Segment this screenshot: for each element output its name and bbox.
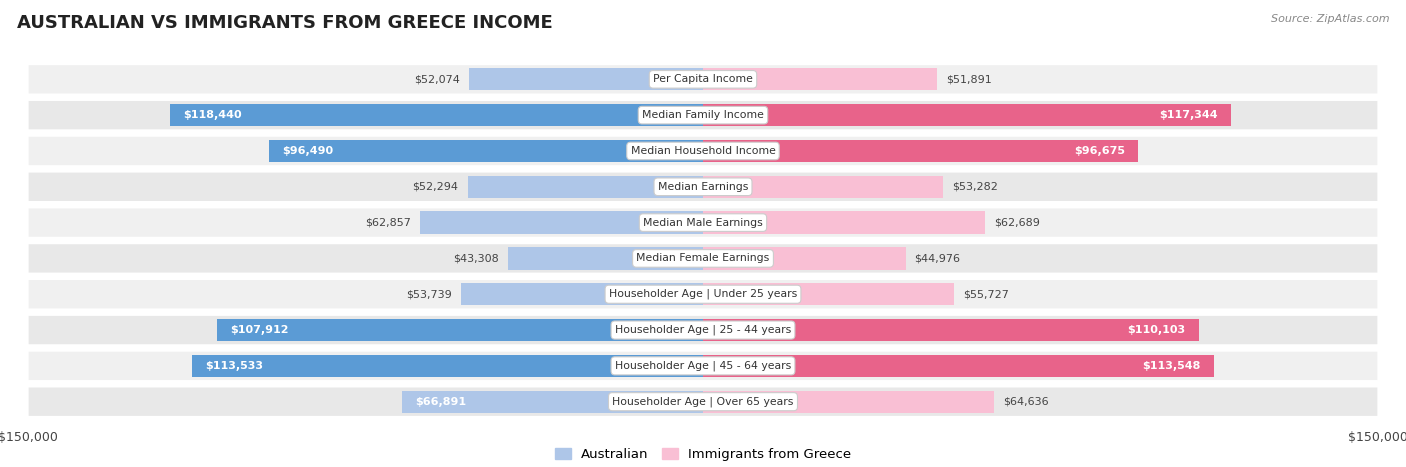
Text: Per Capita Income: Per Capita Income	[652, 74, 754, 85]
Bar	[703, 176, 943, 198]
Text: $51,891: $51,891	[946, 74, 991, 85]
Text: $96,675: $96,675	[1074, 146, 1125, 156]
Text: $113,548: $113,548	[1143, 361, 1201, 371]
Text: $62,857: $62,857	[366, 218, 411, 227]
Text: $118,440: $118,440	[183, 110, 242, 120]
Text: $62,689: $62,689	[994, 218, 1040, 227]
Bar	[468, 176, 703, 198]
Text: $66,891: $66,891	[415, 396, 467, 407]
FancyBboxPatch shape	[28, 136, 1378, 166]
Bar	[461, 283, 703, 305]
Text: Median Family Income: Median Family Income	[643, 110, 763, 120]
Text: Median Male Earnings: Median Male Earnings	[643, 218, 763, 227]
Bar	[703, 355, 1215, 377]
Bar	[508, 248, 703, 269]
Bar	[703, 390, 994, 413]
Text: $53,739: $53,739	[406, 289, 451, 299]
Bar	[703, 283, 953, 305]
Bar	[170, 104, 703, 126]
Text: $53,282: $53,282	[952, 182, 998, 192]
Text: Householder Age | Under 25 years: Householder Age | Under 25 years	[609, 289, 797, 299]
Text: $96,490: $96,490	[283, 146, 333, 156]
Bar	[703, 248, 905, 269]
FancyBboxPatch shape	[28, 100, 1378, 130]
Text: $110,103: $110,103	[1128, 325, 1185, 335]
Text: Householder Age | 45 - 64 years: Householder Age | 45 - 64 years	[614, 361, 792, 371]
Bar	[703, 104, 1232, 126]
Text: Householder Age | 25 - 44 years: Householder Age | 25 - 44 years	[614, 325, 792, 335]
Bar	[420, 212, 703, 234]
Text: $55,727: $55,727	[963, 289, 1010, 299]
Text: Source: ZipAtlas.com: Source: ZipAtlas.com	[1271, 14, 1389, 24]
Text: $52,294: $52,294	[412, 182, 458, 192]
Bar	[703, 140, 1139, 162]
Text: Median Earnings: Median Earnings	[658, 182, 748, 192]
Text: $107,912: $107,912	[231, 325, 290, 335]
Legend: Australian, Immigrants from Greece: Australian, Immigrants from Greece	[550, 442, 856, 467]
FancyBboxPatch shape	[28, 243, 1378, 274]
Text: $44,976: $44,976	[914, 254, 960, 263]
Bar	[269, 140, 703, 162]
Text: AUSTRALIAN VS IMMIGRANTS FROM GREECE INCOME: AUSTRALIAN VS IMMIGRANTS FROM GREECE INC…	[17, 14, 553, 32]
Text: $113,533: $113,533	[205, 361, 263, 371]
FancyBboxPatch shape	[28, 171, 1378, 202]
FancyBboxPatch shape	[28, 279, 1378, 310]
FancyBboxPatch shape	[28, 64, 1378, 94]
Text: Median Female Earnings: Median Female Earnings	[637, 254, 769, 263]
Text: $43,308: $43,308	[453, 254, 499, 263]
Text: Householder Age | Over 65 years: Householder Age | Over 65 years	[612, 396, 794, 407]
Bar	[703, 68, 936, 91]
Bar	[703, 212, 986, 234]
Bar	[402, 390, 703, 413]
FancyBboxPatch shape	[28, 351, 1378, 381]
FancyBboxPatch shape	[28, 387, 1378, 417]
Text: $117,344: $117,344	[1160, 110, 1218, 120]
FancyBboxPatch shape	[28, 207, 1378, 238]
Bar	[191, 355, 703, 377]
Bar	[217, 319, 703, 341]
Text: $64,636: $64,636	[1002, 396, 1049, 407]
Bar	[468, 68, 703, 91]
FancyBboxPatch shape	[28, 315, 1378, 345]
Bar	[703, 319, 1199, 341]
Text: $52,074: $52,074	[413, 74, 460, 85]
Text: Median Household Income: Median Household Income	[630, 146, 776, 156]
